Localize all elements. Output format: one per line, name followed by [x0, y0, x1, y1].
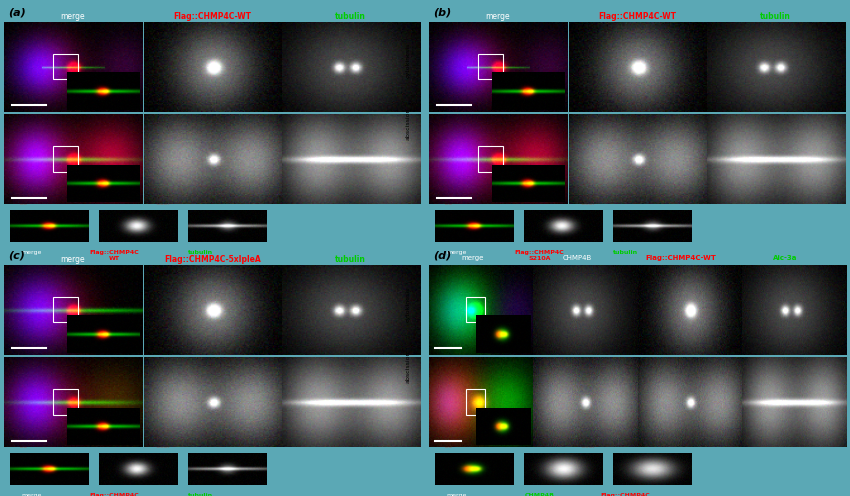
Text: merge: merge	[446, 494, 467, 496]
Text: tubulin: tubulin	[335, 255, 366, 264]
Text: merge: merge	[21, 494, 42, 496]
Text: (a): (a)	[8, 7, 26, 17]
Bar	[54, 297, 78, 322]
Text: CHMP4B: CHMP4B	[524, 494, 554, 496]
Text: Flag::CHMP4C-WT: Flag::CHMP4C-WT	[646, 255, 717, 261]
Text: Flag::CHMP4C-WT: Flag::CHMP4C-WT	[598, 12, 677, 21]
Text: Flag::CHMP4C
5xIpleA: Flag::CHMP4C 5xIpleA	[90, 494, 139, 496]
Text: tubulin: tubulin	[188, 250, 212, 255]
Text: abscission: abscission	[406, 351, 411, 383]
Bar	[479, 54, 503, 79]
Text: Flag::CHMP4C
WT: Flag::CHMP4C WT	[90, 250, 139, 261]
Bar	[467, 389, 485, 415]
Text: Flag::CHMP4C
S210A: Flag::CHMP4C S210A	[515, 250, 564, 261]
Text: cytokinesis: cytokinesis	[406, 43, 411, 78]
Text: (c): (c)	[8, 250, 25, 260]
Text: cytokinesis: cytokinesis	[406, 286, 411, 321]
Text: abscission: abscission	[406, 108, 411, 140]
Text: merge: merge	[485, 12, 510, 21]
Text: merge: merge	[446, 250, 467, 255]
Text: Flag::CHMP4C
WT: Flag::CHMP4C WT	[600, 494, 650, 496]
Text: tubulin: tubulin	[613, 250, 638, 255]
Bar	[54, 146, 78, 172]
Text: (b): (b)	[434, 7, 451, 17]
Text: (d): (d)	[434, 250, 451, 260]
Text: merge: merge	[60, 255, 85, 264]
Text: merge: merge	[462, 255, 484, 261]
Text: tubulin: tubulin	[760, 12, 790, 21]
Text: Aic-3a: Aic-3a	[774, 255, 797, 261]
Text: Flag::CHMP4C-5xIpleA: Flag::CHMP4C-5xIpleA	[164, 255, 261, 264]
Text: merge: merge	[21, 250, 42, 255]
Bar	[479, 146, 503, 172]
Bar	[467, 297, 485, 322]
Text: merge: merge	[60, 12, 85, 21]
Text: CHMP4B: CHMP4B	[563, 255, 592, 261]
Text: tubulin: tubulin	[188, 494, 212, 496]
Text: Flag::CHMP4C-WT: Flag::CHMP4C-WT	[173, 12, 252, 21]
Text: tubulin: tubulin	[335, 12, 366, 21]
Bar	[54, 389, 78, 415]
Bar	[54, 54, 78, 79]
